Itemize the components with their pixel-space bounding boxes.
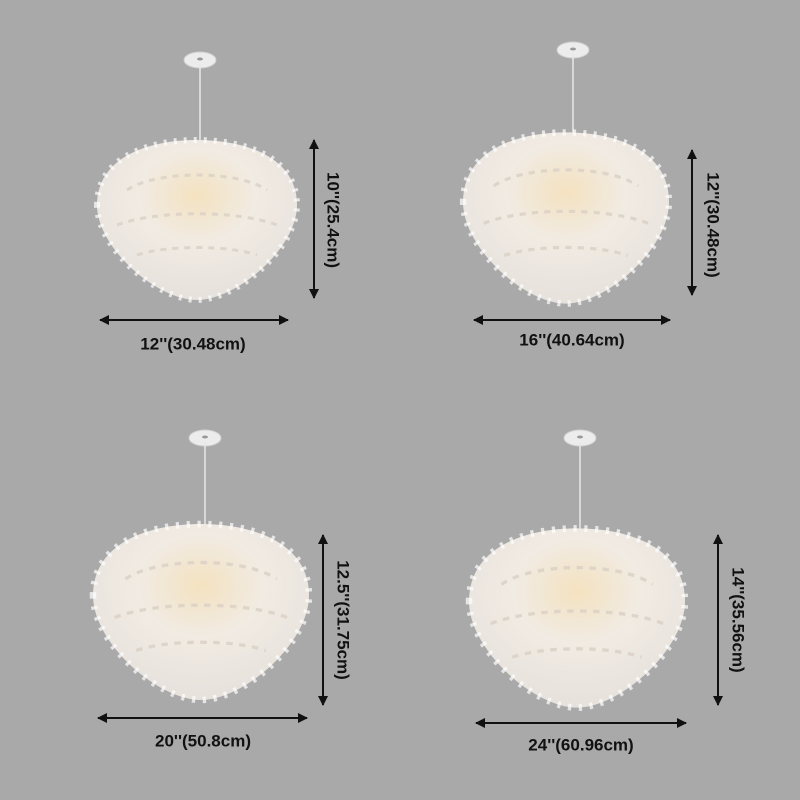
feather-shade [463, 132, 669, 303]
width-label: 16''(40.64cm) [519, 330, 624, 349]
feather-shade [97, 140, 297, 300]
lamp-1: 12''(30.48cm) 10''(25.4cm) [97, 51, 343, 353]
width-label: 20''(50.8cm) [155, 731, 251, 750]
width-label: 24''(60.96cm) [528, 735, 633, 754]
lamp-3: 20''(50.8cm) 12.5''(31.75cm) [93, 429, 353, 750]
width-label: 12''(30.48cm) [140, 334, 245, 353]
height-label: 14''(35.56cm) [729, 567, 748, 672]
lamp-4: 24''(60.96cm) 14''(35.56cm) [469, 429, 748, 754]
lamp-2: 16''(40.64cm) 12''(30.48cm) [463, 41, 723, 349]
height-label: 10''(25.4cm) [324, 172, 343, 268]
feather-shade [469, 528, 685, 707]
feather-shade [93, 524, 309, 700]
height-label: 12.5''(31.75cm) [334, 560, 353, 680]
height-label: 12''(30.48cm) [704, 172, 723, 277]
